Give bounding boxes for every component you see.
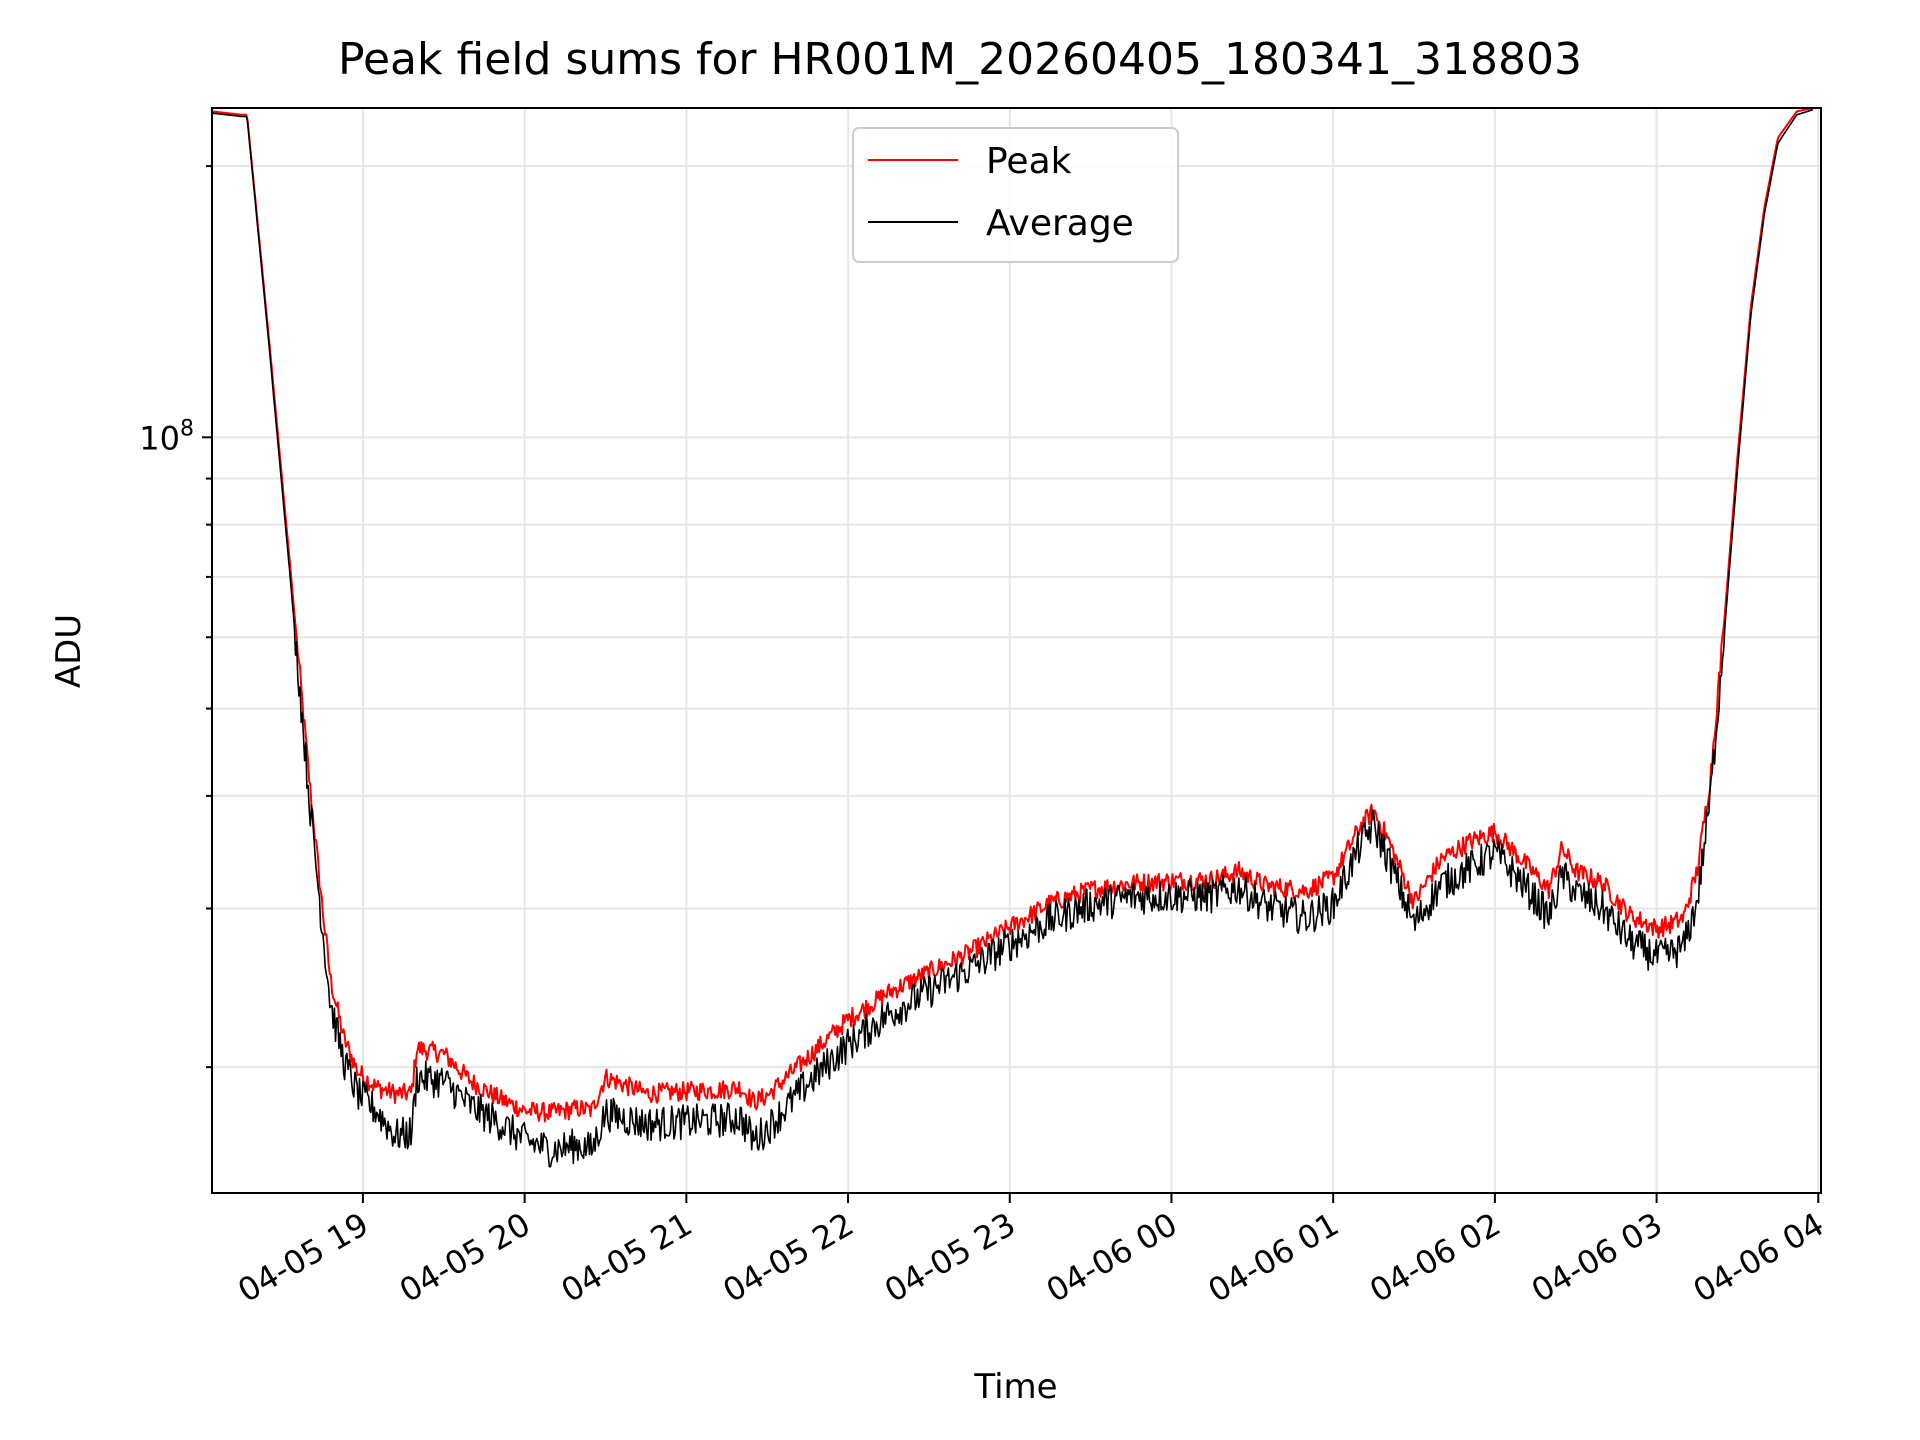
legend-label-average: Average	[986, 203, 1134, 244]
plot-frame	[211, 107, 1822, 1194]
x-tick-label: 04-06 03	[1525, 1205, 1669, 1310]
x-tick-label: 04-06 04	[1687, 1205, 1831, 1310]
series-lines	[212, 108, 1814, 1168]
series-line-peak	[212, 108, 1814, 1123]
x-tick-label: 04-05 20	[393, 1205, 537, 1310]
chart-title: Peak field sums for HR001M_20260405_1803…	[338, 34, 1582, 85]
series-line-average	[212, 108, 1814, 1168]
grid-lines	[212, 108, 1821, 1193]
x-tick-label: 04-05 19	[231, 1205, 375, 1310]
x-tick-label: 04-06 01	[1202, 1205, 1346, 1310]
legend: Peak Average	[852, 127, 1179, 263]
legend-box	[852, 127, 1179, 263]
y-axis-ticks: 108	[139, 165, 212, 1069]
x-tick-label: 04-05 22	[716, 1205, 860, 1310]
x-tick-label: 04-06 02	[1363, 1205, 1507, 1310]
x-tick-label: 04-06 00	[1040, 1205, 1184, 1310]
x-tick-label: 04-05 23	[878, 1205, 1022, 1310]
y-tick-label: 108	[139, 416, 194, 457]
y-axis-label: ADU	[49, 614, 89, 688]
x-tick-label: 04-05 21	[555, 1205, 699, 1310]
legend-label-peak: Peak	[986, 141, 1072, 182]
x-axis-ticks: 04-05 19 04-05 20 04-05 21 04-05 22 04-05 23…	[231, 1193, 1830, 1310]
x-axis-label: Time	[973, 1367, 1057, 1407]
